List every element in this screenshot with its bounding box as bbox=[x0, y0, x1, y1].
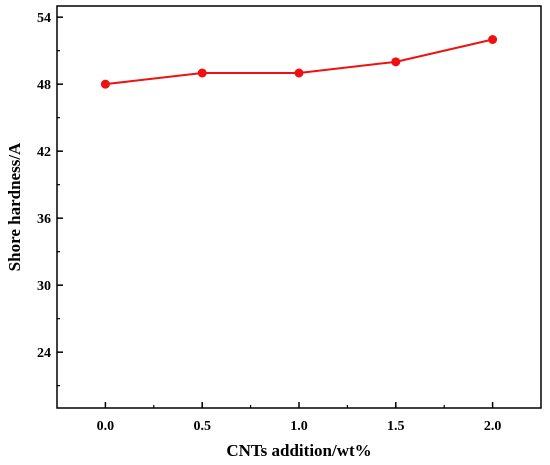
data-point-0-4 bbox=[488, 35, 498, 44]
y-tick-label-2: 36 bbox=[37, 212, 51, 227]
y-tick-label-4: 48 bbox=[37, 78, 51, 93]
series-layer bbox=[100, 35, 498, 89]
x-axis-title: CNTs addition/wt% bbox=[226, 441, 371, 460]
data-point-0-0 bbox=[100, 79, 110, 89]
x-tick-label-2: 1.0 bbox=[290, 419, 308, 434]
x-tick-label-1: 0.5 bbox=[193, 419, 211, 434]
data-point-0-3 bbox=[391, 57, 401, 67]
y-tick-label-3: 42 bbox=[37, 145, 51, 160]
y-axis-title: Shore hardness/A bbox=[5, 142, 24, 271]
plot-frame bbox=[56, 5, 542, 409]
x-tick-label-4: 2.0 bbox=[484, 419, 502, 434]
y-tick-label-5: 54 bbox=[37, 11, 51, 26]
y-axis-ticks: 24 30 36 42 48 54 bbox=[37, 11, 63, 387]
data-point-0-2 bbox=[294, 68, 304, 78]
data-point-0-1 bbox=[197, 68, 207, 78]
y-tick-label-0: 24 bbox=[37, 346, 51, 361]
x-axis-ticks: 0.0 0.5 1.0 1.5 2.0 bbox=[97, 402, 502, 434]
x-tick-label-3: 1.5 bbox=[387, 419, 405, 434]
x-tick-label-0: 0.0 bbox=[97, 419, 115, 434]
y-tick-label-1: 30 bbox=[37, 279, 51, 294]
